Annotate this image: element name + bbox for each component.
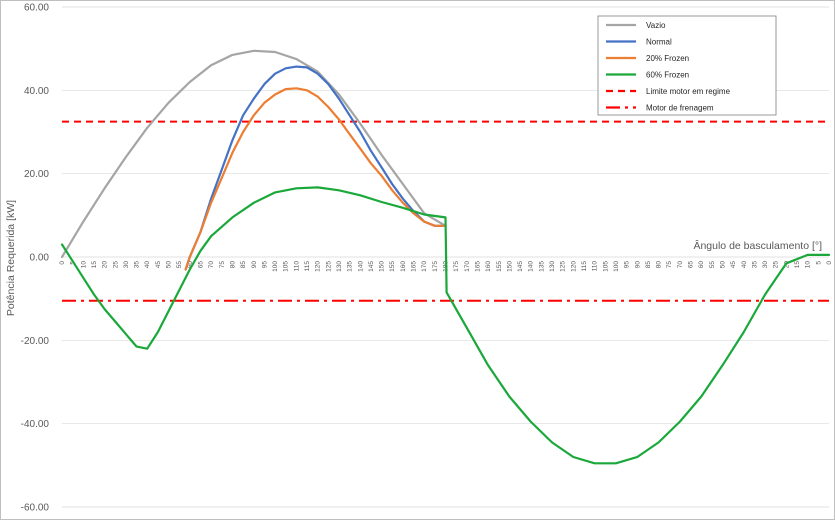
x-tick-label: 0 bbox=[59, 261, 66, 265]
y-tick-label: -20.00 bbox=[21, 336, 50, 347]
x-tick-label: 155 bbox=[496, 261, 503, 272]
x-tick-label: 95 bbox=[624, 261, 631, 269]
x-tick-label: 140 bbox=[528, 261, 535, 272]
x-tick-label: 115 bbox=[304, 261, 311, 272]
x-tick-label: 15 bbox=[91, 261, 98, 269]
x-tick-label: 105 bbox=[283, 261, 290, 272]
x-tick-label: 150 bbox=[379, 261, 386, 272]
x-tick-label: 40 bbox=[144, 261, 151, 269]
x-tick-label: 175 bbox=[453, 261, 460, 272]
x-tick-label: 160 bbox=[485, 261, 492, 272]
x-tick-label: 135 bbox=[538, 261, 545, 272]
series-layer bbox=[60, 49, 831, 465]
legend-entry: Motor de frenagem bbox=[646, 104, 714, 113]
x-tick-label: 55 bbox=[176, 261, 183, 269]
x-tick-label: 25 bbox=[112, 261, 119, 269]
x-tick-label: 35 bbox=[134, 261, 141, 269]
x-tick-label: 75 bbox=[666, 261, 673, 269]
legend-entry: 60% Frozen bbox=[646, 71, 689, 80]
x-tick-label: 85 bbox=[645, 261, 652, 269]
x-tick-label: 130 bbox=[549, 261, 556, 272]
x-tick-label: 60 bbox=[698, 261, 705, 269]
x-tick-label: 45 bbox=[155, 261, 162, 269]
x-tick-label: 25 bbox=[773, 261, 780, 269]
legend-entry: Vazio bbox=[646, 21, 666, 30]
legend-entry: Limite motor em regime bbox=[646, 87, 731, 96]
x-tick-label: 10 bbox=[805, 261, 812, 269]
x-tick-label: 130 bbox=[336, 261, 343, 272]
y-tick-label: -60.00 bbox=[21, 503, 50, 514]
x-tick-label: 100 bbox=[613, 261, 620, 272]
x-tick-label: 170 bbox=[421, 261, 428, 272]
x-tick-label: 55 bbox=[709, 261, 716, 269]
x-tick-label: 50 bbox=[719, 261, 726, 269]
x-tick-label: 60 bbox=[187, 261, 194, 269]
x-tick-label: 95 bbox=[261, 261, 268, 269]
x-tick-label: 15 bbox=[794, 261, 801, 269]
x-tick-label: 110 bbox=[293, 261, 300, 272]
x-tick-label: 110 bbox=[592, 261, 599, 272]
x-tick-label: 80 bbox=[229, 261, 236, 269]
x-tick-label: 105 bbox=[602, 261, 609, 272]
series-line bbox=[60, 186, 831, 465]
x-tick-label: 160 bbox=[400, 261, 407, 272]
x-tick-label: 135 bbox=[347, 261, 354, 272]
legend-entry: 20% Frozen bbox=[646, 54, 689, 63]
x-tick-label: 125 bbox=[325, 261, 332, 272]
y-tick-label: -40.00 bbox=[21, 419, 50, 430]
x-tick-label: 70 bbox=[208, 261, 215, 269]
x-tick-label: 100 bbox=[272, 261, 279, 272]
series-line bbox=[184, 87, 447, 271]
x-tick-label: 155 bbox=[389, 261, 396, 272]
x-tick-label: 0 bbox=[826, 261, 833, 265]
x-tick-label: 150 bbox=[506, 261, 513, 272]
x-tick-label: 90 bbox=[634, 261, 641, 269]
x-tick-label: 145 bbox=[517, 261, 524, 272]
x-tick-label: 40 bbox=[741, 261, 748, 269]
x-tick-label: 65 bbox=[197, 261, 204, 269]
x-tick-label: 75 bbox=[219, 261, 226, 269]
x-tick-label: 50 bbox=[166, 261, 173, 269]
x-tick-label: 30 bbox=[762, 261, 769, 269]
x-tick-label: 30 bbox=[123, 261, 130, 269]
x-tick-label: 85 bbox=[240, 261, 247, 269]
y-tick-label: 0.00 bbox=[30, 253, 50, 264]
x-axis-ticks: 0 5 10 15 20 25 30 35 40 45 50 55 60 65 70 75 80 85 90 95 10… bbox=[59, 261, 833, 272]
x-tick-label: 20 bbox=[102, 261, 109, 269]
x-tick-label: 35 bbox=[751, 261, 758, 269]
x-tick-label: 165 bbox=[411, 261, 418, 272]
x-tick-label: 175 bbox=[432, 261, 439, 272]
x-tick-label: 45 bbox=[730, 261, 737, 269]
y-axis-ticks: 60.00 40.00 20.00 0.00 -20.00 -40.00 -60.00 bbox=[21, 3, 50, 514]
legend: Vazio Normal 20% Frozen 60% Frozen Limite mo… bbox=[597, 15, 777, 116]
legend-entry: Normal bbox=[646, 38, 672, 47]
x-tick-label: 165 bbox=[474, 261, 481, 272]
y-axis-title: Potência Requerida [kW] bbox=[5, 200, 17, 316]
x-tick-label: 120 bbox=[315, 261, 322, 272]
x-tick-label: 70 bbox=[677, 261, 684, 269]
x-tick-label: 140 bbox=[357, 261, 364, 272]
series-line bbox=[60, 49, 447, 259]
x-tick-label: 125 bbox=[560, 261, 567, 272]
y-tick-label: 60.00 bbox=[24, 3, 49, 14]
series-line bbox=[184, 65, 447, 271]
x-tick-label: 65 bbox=[688, 261, 695, 269]
y-tick-label: 20.00 bbox=[24, 169, 49, 180]
x-tick-label: 145 bbox=[368, 261, 375, 272]
x-tick-label: 90 bbox=[251, 261, 258, 269]
legend-box bbox=[597, 15, 777, 116]
x-tick-label: 80 bbox=[656, 261, 663, 269]
y-tick-label: 40.00 bbox=[24, 86, 49, 97]
x-tick-label: 120 bbox=[570, 261, 577, 272]
x-tick-label: 115 bbox=[581, 261, 588, 272]
x-tick-label: 10 bbox=[80, 261, 87, 269]
x-axis-title: Ângulo de basculamento [°] bbox=[693, 239, 822, 252]
x-tick-label: 170 bbox=[464, 261, 471, 272]
x-tick-label: 5 bbox=[815, 261, 822, 265]
